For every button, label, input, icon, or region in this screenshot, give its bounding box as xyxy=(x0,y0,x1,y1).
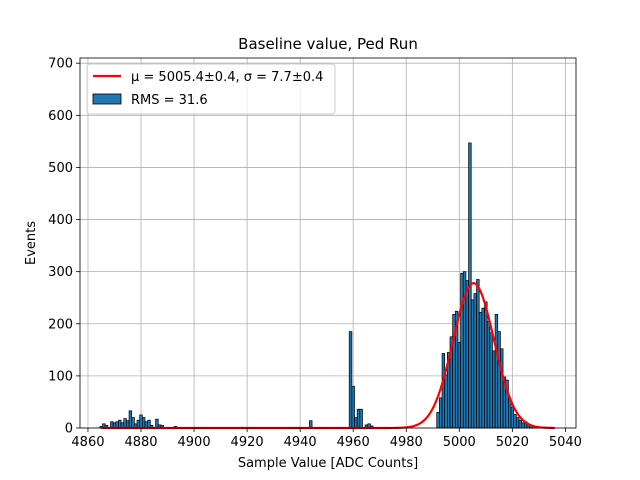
histogram-bar xyxy=(359,408,363,429)
histogram-bar xyxy=(481,307,485,429)
histogram-bar xyxy=(460,272,464,429)
histogram-bar xyxy=(439,397,443,429)
x-tick-label: 4940 xyxy=(284,435,317,450)
x-tick-label: 4880 xyxy=(124,435,157,450)
histogram-bar xyxy=(513,414,517,429)
y-axis-label: Events xyxy=(24,221,39,265)
histogram-bar xyxy=(510,406,515,429)
histogram-bar xyxy=(444,374,448,429)
histogram-bar xyxy=(131,417,135,429)
histogram-bar xyxy=(476,279,480,429)
histogram-bar xyxy=(473,293,477,429)
y-tick-label: 700 xyxy=(48,57,73,72)
histogram-bar xyxy=(470,299,475,429)
y-tick-label: 400 xyxy=(48,213,73,228)
histogram-bar xyxy=(155,418,159,429)
histogram-bar xyxy=(489,332,493,429)
histogram-bar xyxy=(508,398,512,429)
histogram-bar xyxy=(492,350,496,429)
x-tick-label: 4900 xyxy=(178,435,211,450)
plot-frame xyxy=(79,57,577,429)
y-tick-label: 100 xyxy=(48,369,73,384)
histogram-bar xyxy=(123,418,127,429)
histogram-bar xyxy=(486,320,491,429)
x-tick-label: 4860 xyxy=(71,435,104,450)
histogram-bar xyxy=(118,419,122,429)
y-tick-label: 0 xyxy=(65,422,73,437)
histogram-bar xyxy=(484,301,488,429)
histogram-bar xyxy=(128,410,133,429)
histogram-bar xyxy=(457,342,461,429)
histogram-bar xyxy=(500,348,504,429)
histogram-bar xyxy=(478,311,483,429)
histogram-bar xyxy=(348,331,353,429)
legend-box xyxy=(86,63,336,115)
axis-ticks: 4860 4880 4900 4920 4940 4960 4980 5000 5020 5040… xyxy=(48,57,582,450)
histogram-bar xyxy=(465,280,469,429)
x-tick-label: 5000 xyxy=(443,435,476,450)
legend-histogram-swatch xyxy=(92,93,122,105)
legend: μ = 5005.4±0.4, σ = 7.7±0.4 RMS = 31.6 xyxy=(86,63,336,115)
histogram-bar xyxy=(494,314,499,429)
histogram-bar xyxy=(515,417,520,429)
legend-fit-label: μ = 5005.4±0.4, σ = 7.7±0.4 xyxy=(131,70,323,85)
x-tick-label: 4980 xyxy=(390,435,423,450)
y-tick-label: 300 xyxy=(48,265,73,280)
histogram-bar xyxy=(521,422,525,429)
histogram-bar xyxy=(141,417,146,429)
x-tick-label: 4960 xyxy=(337,435,370,450)
histogram-bar xyxy=(136,419,141,429)
y-tick-label: 500 xyxy=(48,161,73,176)
histogram-bar xyxy=(441,353,446,429)
x-tick-label: 5020 xyxy=(496,435,529,450)
histogram-bar xyxy=(139,414,143,429)
x-tick-label: 4920 xyxy=(231,435,264,450)
histogram-bar xyxy=(518,419,522,429)
histogram-bar xyxy=(497,331,501,429)
chart-title: Baseline value, Ped Run xyxy=(238,35,418,53)
legend-histogram-label: RMS = 31.6 xyxy=(131,93,208,108)
histogram-bar xyxy=(356,408,361,429)
x-tick-label: 5040 xyxy=(549,435,582,450)
y-tick-label: 200 xyxy=(48,317,73,332)
x-axis-label: Sample Value [ADC Counts] xyxy=(238,456,418,471)
histogram-bar xyxy=(436,412,440,429)
histogram-bar xyxy=(351,385,355,429)
histogram-bar xyxy=(147,419,151,429)
histogram-bar xyxy=(354,417,358,429)
y-tick-label: 600 xyxy=(48,109,73,124)
